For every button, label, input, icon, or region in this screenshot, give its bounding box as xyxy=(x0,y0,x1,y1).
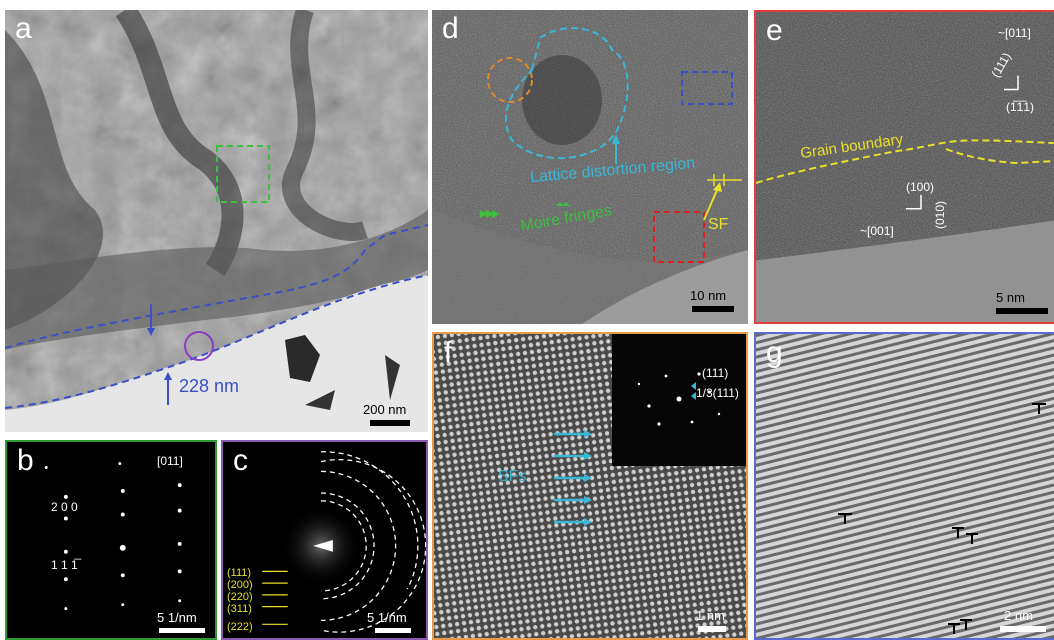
panel-b-spots xyxy=(7,442,215,638)
panel-c-label: c xyxy=(233,446,248,476)
ring-111-label: (111) xyxy=(227,567,251,579)
scale-bar-c xyxy=(375,628,411,633)
panel-c-rings xyxy=(223,442,426,638)
zone-axis-label: [011] xyxy=(157,454,183,468)
panel-e-grain-boundary: e ~[011] (111) (1̅1̅1) Grain boundary (1… xyxy=(754,10,1054,324)
panel-g-drawing xyxy=(756,334,1054,638)
panel-a-drawing xyxy=(5,10,428,432)
panel-f-stacking-faults: f SFs (111) 1/3(111) 1 nm xyxy=(432,332,748,640)
scale-bar-d xyxy=(692,306,734,312)
ring-220-label: (220) xyxy=(227,591,253,603)
sf-label: SF xyxy=(708,216,728,234)
panel-a-label: a xyxy=(15,14,32,44)
scale-text-g: 2 nm xyxy=(1004,608,1033,623)
ring-311-label: (311) xyxy=(227,603,252,615)
panel-d-hrtem: d Lattice distortion region Moire fringe… xyxy=(432,10,748,324)
fft-third-label: 1/3(111) xyxy=(696,386,739,400)
zone-top-label: ~[011] xyxy=(998,26,1031,40)
scale-bar-b xyxy=(159,628,205,633)
scale-bar-a xyxy=(370,420,410,426)
fft-111-label: (111) xyxy=(702,366,728,380)
thickness-label: 228 nm xyxy=(179,376,239,397)
ring-200-label: (200) xyxy=(227,579,253,591)
scale-bar-f xyxy=(698,626,726,632)
scale-text-a: 200 nm xyxy=(363,402,406,417)
scale-text-b: 5 1/nm xyxy=(157,610,197,625)
scale-bar-e xyxy=(996,308,1048,314)
zone-bottom-label: ~[001] xyxy=(860,224,894,238)
plane-100-label: (100) xyxy=(906,180,934,194)
panel-b-label: b xyxy=(17,446,34,476)
scale-text-c: 5 1/nm xyxy=(367,610,407,625)
panel-f-label: f xyxy=(444,338,452,368)
panel-g-label: g xyxy=(766,338,783,368)
scale-text-e: 5 nm xyxy=(996,290,1025,305)
panel-g-filtered-lattice: g 2 nm xyxy=(754,332,1054,640)
spot-111-label: 1 1 1̅ xyxy=(51,558,78,572)
ring-222-label: (222) xyxy=(227,621,253,633)
scale-text-f: 1 nm xyxy=(696,608,725,623)
panel-e-label: e xyxy=(766,16,783,46)
spot-200-label: 2 0 0 xyxy=(51,500,78,514)
panel-c-ring-pattern: c (111) (200) (220) (311) (222) 5 1/nm xyxy=(221,440,428,640)
panel-a-tem-image: a 228 nm 200 nm xyxy=(5,10,428,432)
panel-d-label: d xyxy=(442,14,459,44)
scale-text-d: 10 nm xyxy=(690,288,726,303)
plane-111b-label: (1̅1̅1) xyxy=(1006,100,1034,114)
scale-bar-g xyxy=(1000,626,1046,632)
sfs-label: SFs xyxy=(498,468,526,486)
plane-010-label: (010) xyxy=(933,201,947,229)
panel-f-drawing xyxy=(434,334,746,638)
panel-b-diffraction: b [011] 2 0 0 1 1 1̅ 5 1/nm xyxy=(5,440,217,640)
